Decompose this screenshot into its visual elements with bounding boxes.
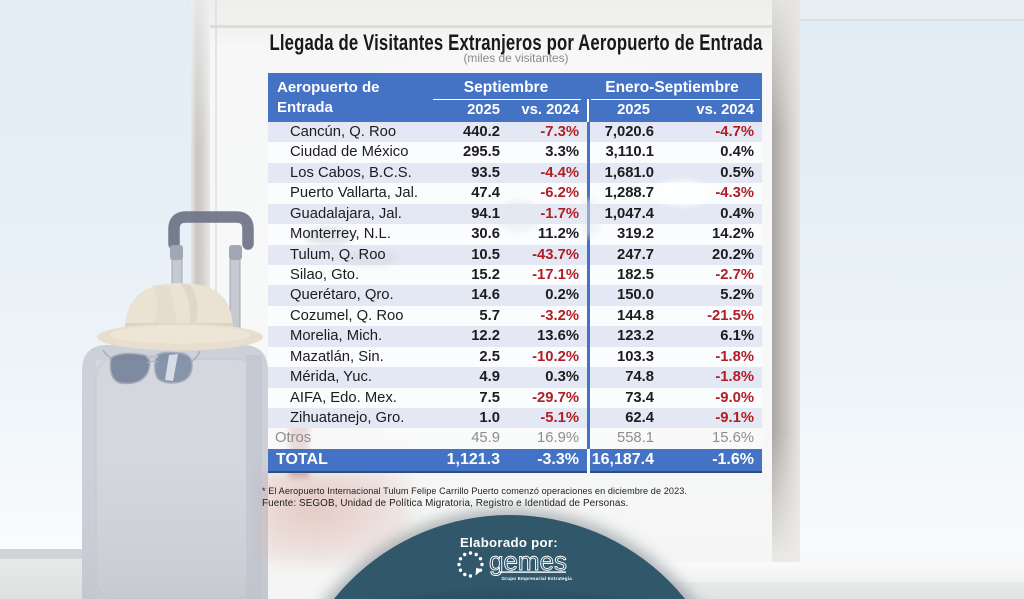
svg-text:Grupo Empresarial Estrategia: Grupo Empresarial Estrategia [502, 576, 573, 581]
